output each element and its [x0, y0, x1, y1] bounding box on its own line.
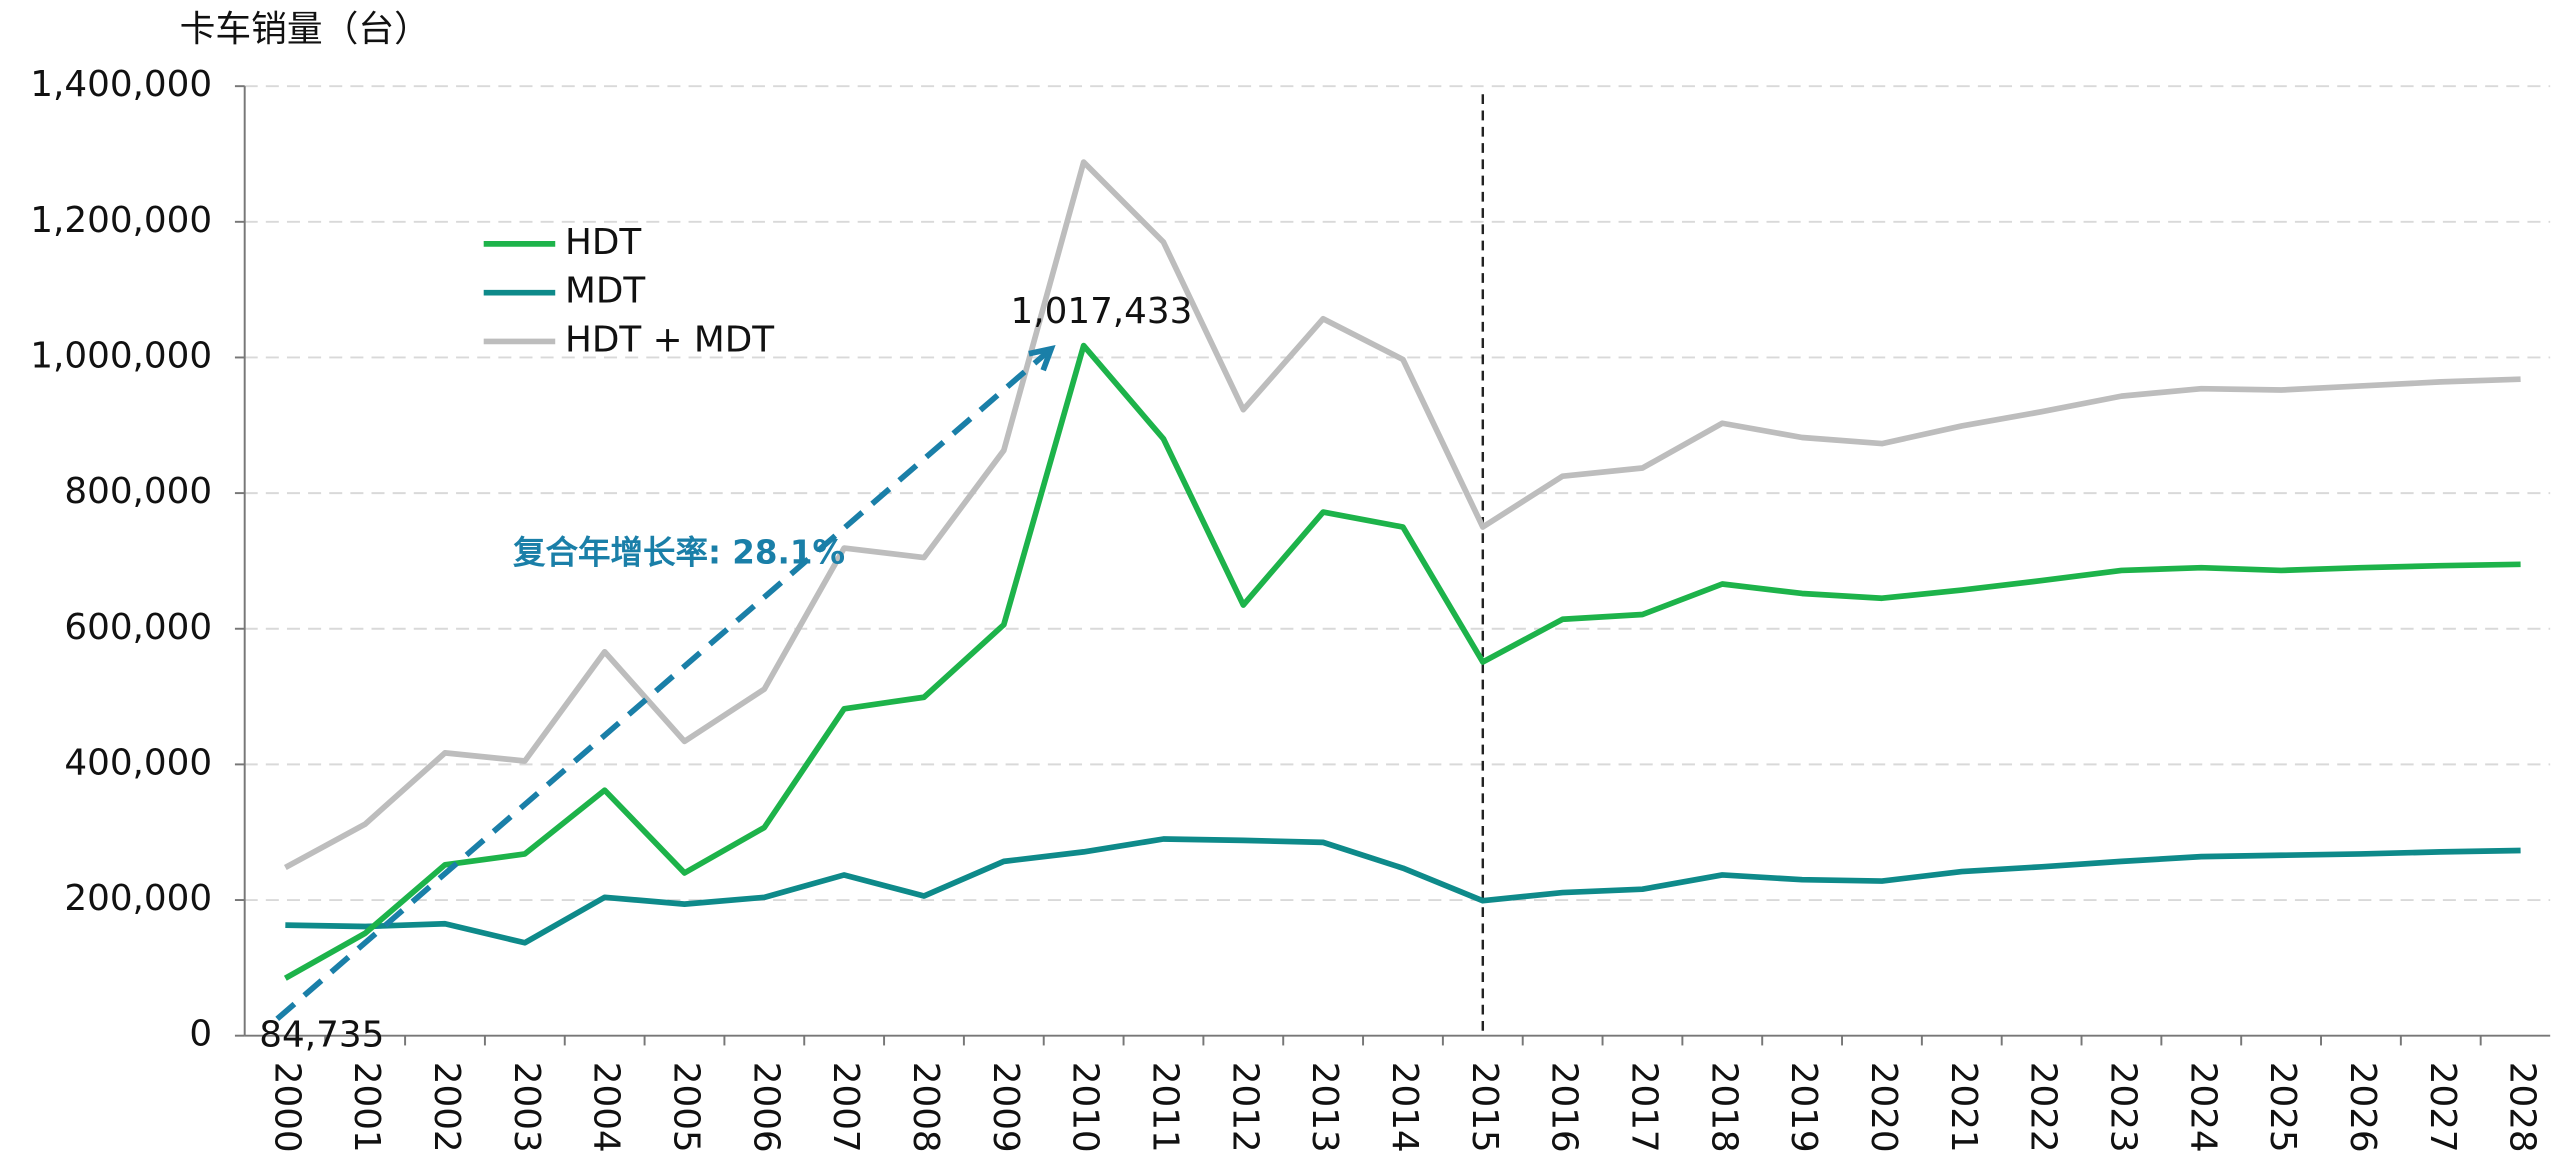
- series-line: [283, 342, 2521, 981]
- data-label: 1,017,433: [1010, 291, 1192, 332]
- legend-label: MDT: [565, 271, 645, 312]
- y-axis-label: 卡车销量（台）: [180, 9, 430, 50]
- x-tick-label: 2010: [1065, 1062, 1106, 1153]
- cagr-arrow-head: [1028, 345, 1056, 372]
- series-line: [283, 159, 2521, 870]
- data-label: 84,735: [259, 1015, 384, 1056]
- y-tick-label: 200,000: [64, 878, 212, 919]
- x-tick-label: 2007: [825, 1062, 866, 1153]
- x-tick-label: 2028: [2502, 1062, 2543, 1153]
- cagr-annotation: 复合年增长率: 28.1%: [513, 533, 845, 571]
- x-tick-label: 2003: [506, 1062, 547, 1153]
- x-tick-label: 2013: [1304, 1062, 1345, 1153]
- y-tick-label: 800,000: [64, 471, 212, 512]
- x-tick-label: 2011: [1144, 1062, 1185, 1153]
- legend-label: HDT: [565, 222, 641, 263]
- x-tick-label: 2014: [1384, 1062, 1425, 1153]
- y-tick-label: 0: [189, 1014, 212, 1055]
- x-tick-label: 2005: [665, 1062, 706, 1153]
- x-tick-label: 2023: [2102, 1062, 2143, 1153]
- legend-label: HDT + MDT: [565, 319, 774, 360]
- y-tick-label: 400,000: [64, 742, 212, 783]
- series-line: [285, 836, 2521, 946]
- x-tick-label: 2004: [586, 1062, 627, 1153]
- x-tick-label: 2006: [745, 1062, 786, 1153]
- y-tick-label: 1,400,000: [30, 64, 212, 105]
- x-tick-label: 2020: [1863, 1062, 1904, 1153]
- y-tick-label: 600,000: [64, 607, 212, 648]
- x-tick-label: 2024: [2182, 1062, 2223, 1153]
- x-tick-label: 2025: [2262, 1062, 2303, 1153]
- y-tick-label: 1,200,000: [30, 200, 212, 241]
- x-tick-label: 2026: [2342, 1062, 2383, 1153]
- x-tick-label: 2008: [905, 1062, 946, 1153]
- x-tick-label: 2021: [1943, 1062, 1984, 1153]
- x-tick-label: 2015: [1464, 1062, 1505, 1153]
- x-tick-label: 2016: [1544, 1062, 1585, 1153]
- x-tick-label: 2019: [1783, 1062, 1824, 1153]
- x-tick-label: 2018: [1703, 1062, 1744, 1153]
- x-tick-label: 2009: [985, 1062, 1026, 1153]
- cagr-arrow: [275, 346, 1053, 1022]
- x-tick-label: 2012: [1224, 1062, 1265, 1153]
- x-tick-label: 2022: [2023, 1062, 2064, 1153]
- x-tick-label: 2017: [1623, 1062, 1664, 1153]
- x-tick-label: 2000: [266, 1062, 307, 1153]
- x-tick-label: 2001: [346, 1062, 387, 1153]
- x-tick-label: 2002: [426, 1062, 467, 1153]
- y-tick-label: 1,000,000: [30, 335, 212, 376]
- x-tick-label: 2027: [2422, 1062, 2463, 1153]
